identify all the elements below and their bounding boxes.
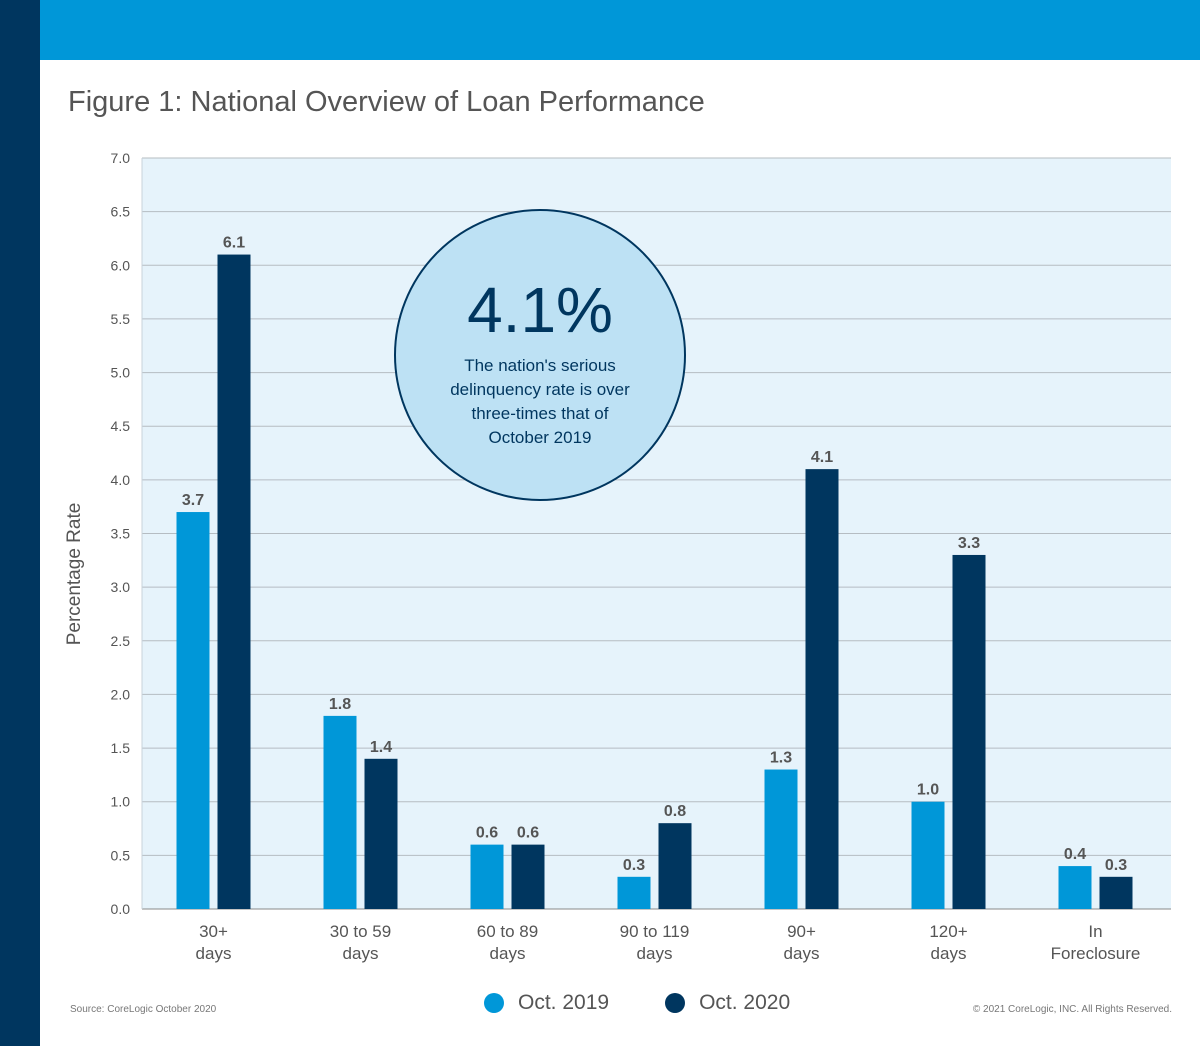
x-tick-label: 60 to 89 [477, 922, 538, 941]
bar-value-label: 0.6 [517, 825, 539, 842]
bar-oct-2019 [323, 715, 357, 909]
copyright-note: © 2021 CoreLogic, INC. All Rights Reserv… [972, 1004, 1172, 1015]
y-tick-label: 4.5 [111, 418, 131, 434]
legend-label-oct-2019: Oct. 2019 [518, 991, 610, 1014]
gridlines [141, 157, 1171, 910]
x-tick-label: days [931, 944, 967, 963]
legend: Oct. 2019 Oct. 2020 [484, 988, 846, 1018]
x-tick-label: 90+ [787, 922, 816, 941]
bar-oct-2020 [364, 758, 398, 909]
y-axis-label: Percentage Rate [64, 503, 85, 646]
y-tick-label: 1.0 [111, 794, 131, 810]
callout-description: The nation's serious delinquency rate is… [450, 356, 630, 447]
bar-oct-2019 [470, 844, 504, 909]
legend-swatch-oct-2020 [665, 993, 686, 1013]
bar-oct-2020 [217, 254, 251, 910]
y-tick-label: 2.5 [111, 633, 131, 649]
legend-swatch-oct-2019 [484, 993, 504, 1013]
x-tick-label: 120+ [929, 922, 967, 941]
bar-value-label: 1.4 [370, 739, 392, 756]
top-header-band [40, 0, 1200, 60]
source-note: Source: CoreLogic October 2020 [70, 1004, 217, 1015]
legend-item-oct-2019: Oct. 2019 [484, 991, 609, 1015]
bar-value-label: 6.1 [223, 235, 245, 252]
bar-oct-2020 [1099, 876, 1133, 909]
bar-value-label: 1.8 [329, 696, 351, 713]
y-axis-ticks: 0.0 0.5 1.0 1.5 2.0 2.5 3.0 3.5 4.0 4.5 5.0 5.5 6.0 6… [111, 150, 131, 917]
x-tick-label: In [1088, 922, 1102, 941]
bar-oct-2019 [911, 801, 945, 909]
x-tick-label: days [490, 944, 526, 963]
bar-value-label: 0.3 [623, 857, 645, 874]
bar-value-label: 0.4 [1064, 846, 1086, 863]
bar-value-label: 1.0 [917, 782, 939, 799]
x-tick-label: days [196, 944, 232, 963]
bars [176, 254, 1133, 910]
bar-oct-2020 [805, 469, 839, 909]
bar-oct-2019 [764, 769, 798, 909]
y-tick-label: 3.5 [111, 526, 131, 542]
x-tick-label: 30 to 59 [330, 922, 391, 941]
bar-oct-2020 [952, 554, 986, 909]
x-axis-ticks: 30+ days 30 to 59 days 60 to 89 days 90 to 119… [196, 922, 1141, 963]
x-tick-label: Foreclosure [1051, 944, 1141, 963]
bar-value-labels: 3.7 6.1 1.8 1.4 0.6 0.6 0.3 0.8 1.3 4.1 1.0 3.3 0.4 0… [182, 235, 1127, 874]
bar-value-label: 4.1 [811, 449, 833, 466]
bar-value-label: 0.3 [1105, 857, 1127, 874]
y-tick-label: 4.0 [111, 472, 131, 488]
legend-item-oct-2020: Oct. 2020 [665, 991, 790, 1015]
bar-value-label: 3.7 [182, 492, 204, 509]
bar-value-label: 0.6 [476, 825, 498, 842]
bar-oct-2020 [511, 844, 545, 909]
callout-circle [394, 209, 686, 501]
x-tick-label: days [637, 944, 673, 963]
bar-oct-2019 [1058, 866, 1092, 909]
left-sidebar-band [0, 0, 40, 1046]
bar-oct-2019 [176, 512, 210, 909]
callout-value: 4.1% [467, 274, 613, 346]
y-tick-label: 1.5 [111, 740, 131, 756]
x-tick-label: days [343, 944, 379, 963]
x-tick-label: 30+ [199, 922, 228, 941]
y-tick-label: 6.0 [111, 257, 131, 273]
y-tick-label: 2.0 [111, 686, 131, 702]
legend-label-oct-2020: Oct. 2020 [699, 991, 791, 1014]
bar-value-label: 1.3 [770, 750, 792, 767]
y-tick-label: 5.0 [111, 365, 131, 381]
bar-oct-2019 [617, 876, 651, 909]
bar-value-label: 3.3 [958, 535, 980, 552]
x-tick-label: days [784, 944, 820, 963]
y-tick-label: 0.5 [111, 847, 131, 863]
y-tick-label: 5.5 [111, 311, 131, 327]
y-tick-label: 6.5 [111, 204, 131, 220]
y-tick-label: 3.0 [111, 579, 131, 595]
x-tick-label: 90 to 119 [620, 922, 690, 941]
bar-oct-2020 [658, 823, 692, 909]
bar-value-label: 0.8 [664, 803, 686, 820]
y-tick-label: 0.0 [111, 901, 131, 917]
y-tick-label: 7.0 [111, 150, 131, 166]
chart-title: Figure 1: National Overview of Loan Perf… [68, 86, 705, 118]
